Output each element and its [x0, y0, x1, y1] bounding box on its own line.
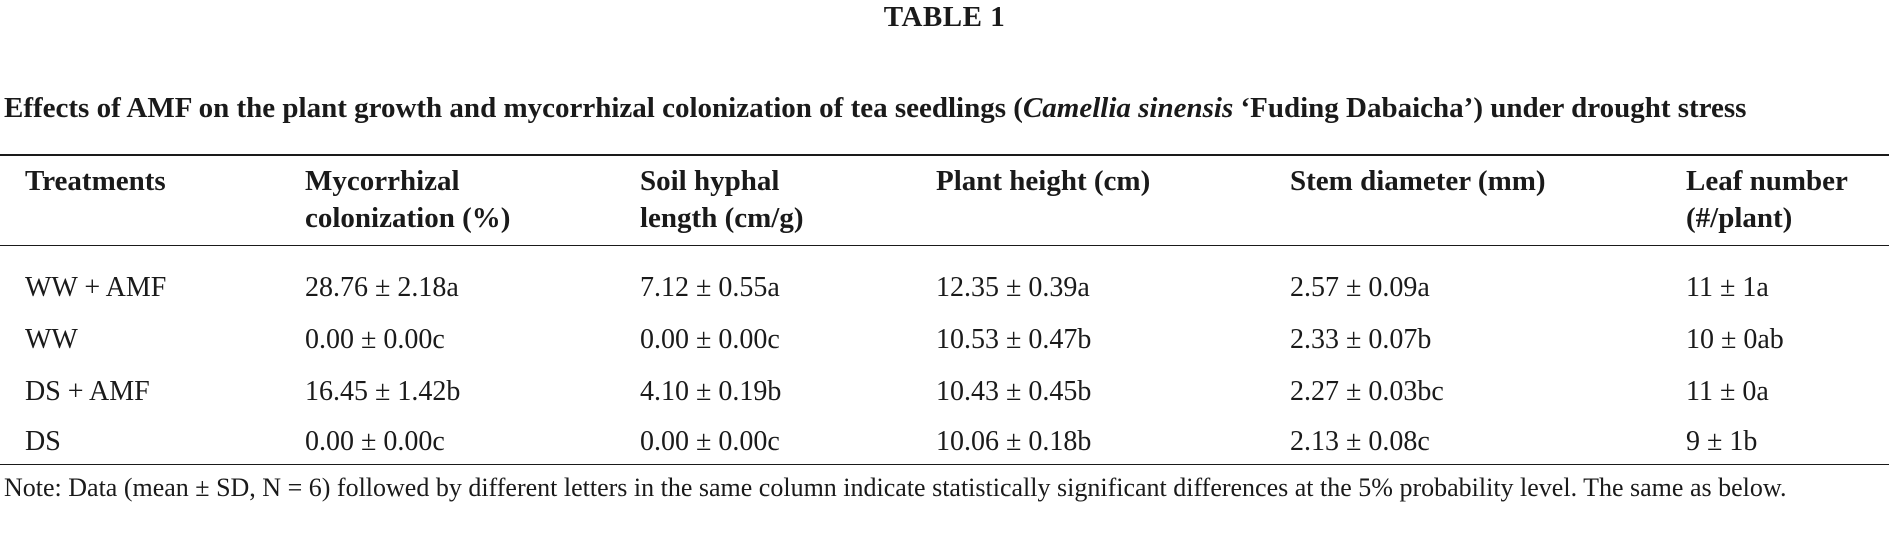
header-line: Soil hyphal [640, 165, 780, 197]
header-stem-diameter: Stem diameter (mm) [1290, 163, 1546, 200]
caption-text-start: Effects of AMF on the plant growth and m… [4, 92, 1023, 124]
table-footnote: Note: Data (mean ± SD, N = 6) followed b… [4, 473, 1787, 502]
cell-treatment: DS [25, 426, 61, 457]
header-line: Leaf number [1686, 165, 1848, 197]
cell-mycorrhizal-colonization: 28.76 ± 2.18a [305, 272, 459, 303]
table-row: WW 0.00 ± 0.00c 0.00 ± 0.00c 10.53 ± 0.4… [0, 320, 1889, 360]
cell-soil-hyphal-length: 0.00 ± 0.00c [640, 324, 780, 355]
cell-treatment: WW + AMF [25, 272, 167, 303]
table-row: WW + AMF 28.76 ± 2.18a 7.12 ± 0.55a 12.3… [0, 268, 1889, 308]
cell-mycorrhizal-colonization: 16.45 ± 1.42b [305, 376, 461, 407]
header-line: Mycorrhizal [305, 165, 460, 197]
cell-plant-height: 10.53 ± 0.47b [936, 324, 1092, 355]
table-row: DS 0.00 ± 0.00c 0.00 ± 0.00c 10.06 ± 0.1… [0, 422, 1889, 462]
cell-mycorrhizal-colonization: 0.00 ± 0.00c [305, 426, 445, 457]
header-soil-hyphal-length: Soil hyphal length (cm/g) [640, 163, 804, 237]
table-row: DS + AMF 16.45 ± 1.42b 4.10 ± 0.19b 10.4… [0, 372, 1889, 412]
cell-leaf-number: 10 ± 0ab [1686, 324, 1784, 355]
cell-soil-hyphal-length: 4.10 ± 0.19b [640, 376, 782, 407]
cell-stem-diameter: 2.57 ± 0.09a [1290, 272, 1430, 303]
cell-soil-hyphal-length: 7.12 ± 0.55a [640, 272, 780, 303]
table-caption: Effects of AMF on the plant growth and m… [4, 91, 1889, 125]
header-treatments: Treatments [25, 163, 166, 200]
header-line: colonization (%) [305, 202, 511, 234]
cell-mycorrhizal-colonization: 0.00 ± 0.00c [305, 324, 445, 355]
header-line: length (cm/g) [640, 202, 804, 234]
table-bottom-rule [0, 464, 1889, 465]
header-line: Plant height (cm) [936, 165, 1151, 197]
header-line: Stem diameter (mm) [1290, 165, 1546, 197]
cell-plant-height: 10.06 ± 0.18b [936, 426, 1092, 457]
cell-plant-height: 10.43 ± 0.45b [936, 376, 1092, 407]
table-top-rule [0, 154, 1889, 156]
header-mycorrhizal-colonization: Mycorrhizal colonization (%) [305, 163, 510, 237]
cell-plant-height: 12.35 ± 0.39a [936, 272, 1090, 303]
caption-text-end: ‘Fuding Dabaicha’) under drought stress [1233, 92, 1747, 124]
header-line: (#/plant) [1686, 202, 1793, 234]
cell-leaf-number: 9 ± 1b [1686, 426, 1758, 457]
header-line: Treatments [25, 165, 166, 197]
cell-treatment: WW [25, 324, 78, 355]
cell-soil-hyphal-length: 0.00 ± 0.00c [640, 426, 780, 457]
cell-leaf-number: 11 ± 1a [1686, 272, 1769, 303]
table-label: TABLE 1 [883, 1, 1006, 33]
header-plant-height: Plant height (cm) [936, 163, 1150, 200]
cell-stem-diameter: 2.27 ± 0.03bc [1290, 376, 1444, 407]
caption-species-name: Camellia sinensis [1022, 92, 1234, 124]
cell-stem-diameter: 2.33 ± 0.07b [1290, 324, 1432, 355]
table-header-rule [0, 245, 1889, 246]
cell-treatment: DS + AMF [25, 376, 150, 407]
cell-leaf-number: 11 ± 0a [1686, 376, 1769, 407]
cell-stem-diameter: 2.13 ± 0.08c [1290, 426, 1430, 457]
header-leaf-number: Leaf number (#/plant) [1686, 163, 1848, 237]
